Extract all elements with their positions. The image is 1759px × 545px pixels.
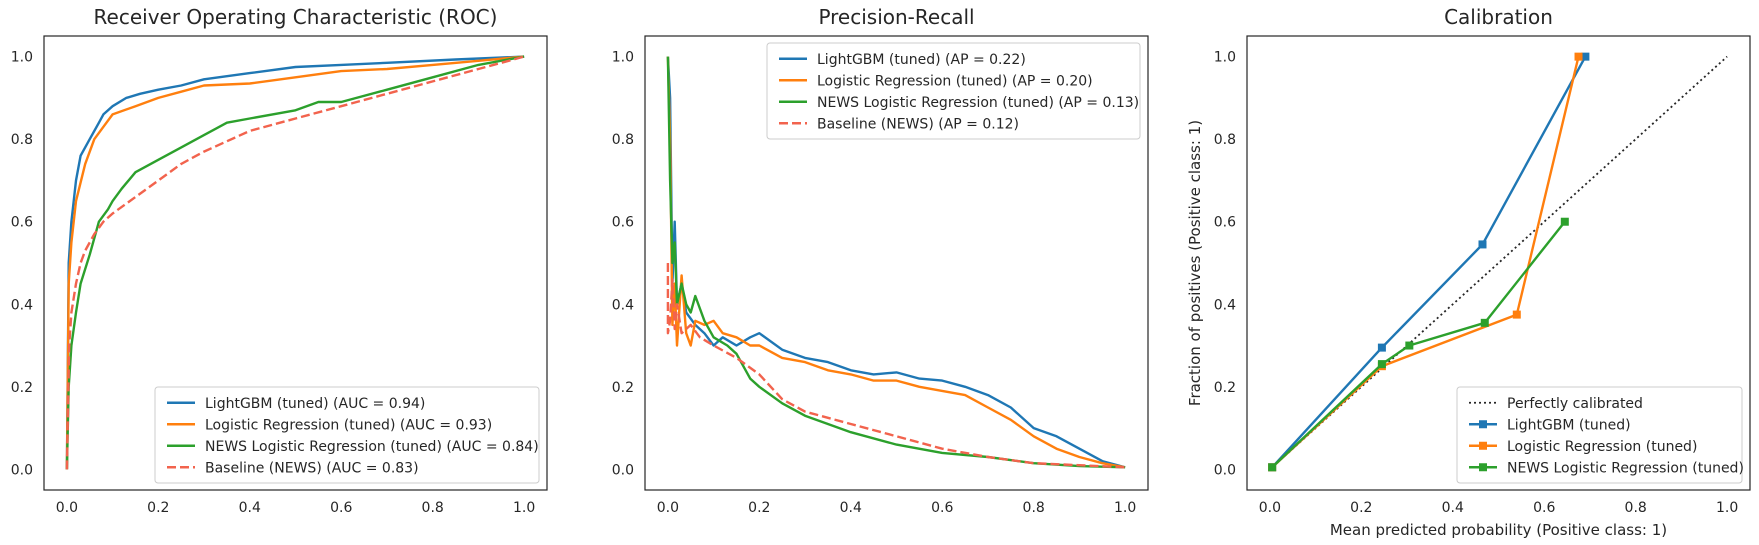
data-point [1480,318,1489,327]
series-group [65,55,525,470]
y-tick-label: 0.4 [1214,297,1236,313]
data-point [1574,52,1583,61]
x-tick-label: 0.8 [1023,500,1045,516]
legend-entry-label: Baseline (NEWS) (AP = 0.12) [817,116,1019,132]
x-tick-label: 0.2 [1350,500,1372,516]
series-line-4 [65,55,525,470]
x-tick-label: 1.0 [1716,500,1738,516]
x-tick-label: 0.6 [1533,500,1555,516]
legend-entry-label: LightGBM (tuned) [1507,417,1631,433]
x-tick-label: 1.0 [513,500,535,516]
legend-entry-label: LightGBM (tuned) (AUC = 0.94) [205,396,425,412]
chart-panel-2: Precision-Recall 0.0 0.2 0.4 0.6 0.8 1.0 0.0 0.2… [612,5,1149,516]
legend-marker [1479,441,1487,450]
y-tick-label: 0.0 [1214,462,1236,478]
series-line-2 [65,55,525,470]
x-tick-label: 1.0 [1114,500,1136,516]
plot-frame [644,35,1149,491]
y-tick-label: 0.8 [11,132,33,148]
legend-box [766,42,1141,140]
data-point [1405,341,1414,350]
legend-entry-label: Logistic Regression (tuned) (AUC = 0.93) [205,417,492,433]
y-tick-label: 0.4 [612,297,634,313]
chart-panel-1: Receiver Operating Characteristic (ROC) 0… [11,5,548,516]
plot-frame [43,35,548,491]
x-tick-label: 0.0 [657,500,679,516]
y-axis-label: Fraction of positives (Positive class: 1… [1186,120,1204,406]
x-tick-label: 0.4 [239,500,261,516]
x-tick-label: 0.6 [931,500,953,516]
data-point [1268,463,1277,472]
legend: LightGBM (tuned) (AP = 0.22) Logistic Reg… [766,42,1141,140]
y-tick-label: 0.2 [11,380,33,396]
legend-entry-label: Perfectly calibrated [1507,396,1643,412]
x-tick-label: 0.8 [422,500,444,516]
series-line-2 [666,56,1126,469]
legend-entry-label: NEWS Logistic Regression (tuned) (AP = 0… [817,95,1139,111]
series-group [1268,52,1728,472]
y-tick-label: 1.0 [1214,50,1236,66]
legend: LightGBM (tuned) (AUC = 0.94) Logistic Re… [154,386,540,484]
data-point [1377,360,1386,369]
y-tick-label: 0.6 [612,215,634,231]
legend-box [154,386,540,484]
x-tick-label: 0.6 [330,500,352,516]
chart-title: Calibration [1444,5,1553,29]
legend-entry-label: NEWS Logistic Regression (tuned) (AUC = … [205,439,539,455]
y-tick-label: 1.0 [612,50,634,66]
plot-frame [1246,35,1751,491]
legend-entry-label: Baseline (NEWS) (AUC = 0.83) [205,460,419,476]
y-tick-label: 0.8 [612,132,634,148]
x-axis-label: Mean predicted probability (Positive cla… [1330,521,1667,539]
data-point [1478,240,1487,249]
legend-box [1456,386,1743,484]
data-point [1512,310,1521,319]
legend-entry-label: NEWS Logistic Regression (tuned) [1507,460,1744,476]
data-point [1377,343,1386,352]
y-tick-label: 0.2 [612,380,634,396]
x-tick-label: 0.0 [56,500,78,516]
x-tick-label: 0.0 [1259,500,1281,516]
chart-title: Precision-Recall [818,5,974,29]
legend-marker [1479,463,1487,472]
series-line-1 [65,55,525,470]
y-tick-label: 0.2 [1214,380,1236,396]
chart-panel-3: Calibration 0.0 0.2 0.4 0.6 0.8 1.0 0.0 0.2 0.4 0.… [1186,5,1751,539]
x-tick-label: 0.2 [748,500,770,516]
chart-title: Receiver Operating Characteristic (ROC) [94,5,498,29]
y-tick-label: 0.6 [11,215,33,231]
data-point [1560,217,1569,226]
y-tick-label: 0.4 [11,297,33,313]
x-tick-label: 0.4 [840,500,862,516]
y-tick-label: 0.8 [1214,132,1236,148]
y-tick-label: 0.0 [11,462,33,478]
y-tick-label: 0.6 [1214,215,1236,231]
series-group [666,56,1126,469]
legend: Perfectly calibrated LightGBM (tuned) Logi… [1456,386,1744,484]
x-tick-label: 0.8 [1625,500,1647,516]
y-tick-label: 0.0 [612,462,634,478]
data-point [1581,52,1590,61]
series-line-2 [1271,56,1587,469]
legend-entry-label: Logistic Regression (tuned) (AP = 0.20) [817,73,1093,89]
legend-marker [1479,420,1487,429]
x-tick-label: 0.2 [147,500,169,516]
y-tick-label: 1.0 [11,50,33,66]
legend-entry-label: LightGBM (tuned) (AP = 0.22) [817,52,1026,68]
x-tick-label: 0.4 [1442,500,1464,516]
series-line-3 [65,55,525,470]
legend-entry-label: Logistic Regression (tuned) [1507,439,1697,455]
